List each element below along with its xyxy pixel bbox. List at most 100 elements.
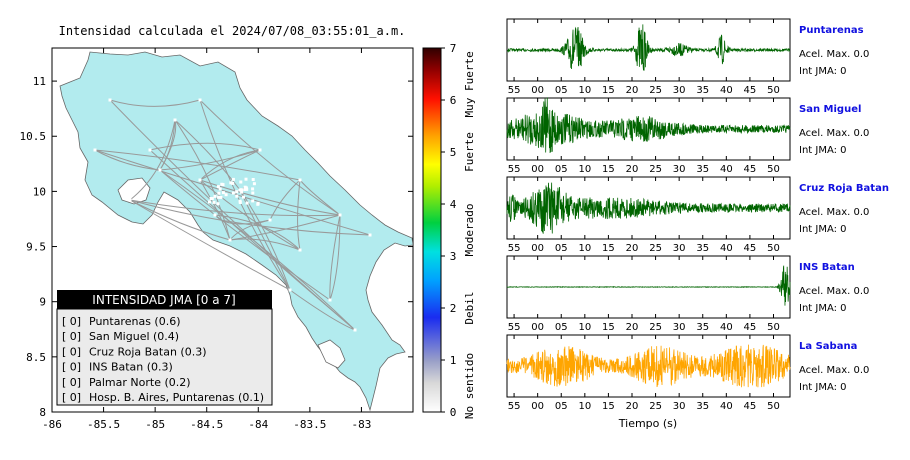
- waveform-tick-label: 50: [767, 401, 780, 412]
- city-marker: [252, 182, 256, 186]
- waveform-tick-label: 45: [744, 164, 757, 175]
- map-x-axis: -86 -85.5 -85 -84.5 -84 -83.5 -83: [42, 48, 371, 431]
- city-marker: [217, 191, 221, 195]
- road: [289, 289, 356, 331]
- map-y-tick-label: 10: [33, 185, 46, 198]
- road: [109, 99, 356, 331]
- time-axis-label: Tiempo (s): [618, 417, 677, 430]
- waveform-tick-label: 35: [696, 243, 709, 254]
- colorbar-tick-label: 1: [450, 354, 457, 367]
- waveform-tick-label: 05: [555, 401, 568, 412]
- colorbar-tick-label: 0: [450, 406, 457, 419]
- waveform-panel: 55 00 05 10 15 20 25 30 35 40 45 50 La Sabana Acel. M…: [506, 334, 869, 412]
- city-marker: [218, 187, 222, 191]
- station-accel: Acel. Max. 0.0: [799, 207, 869, 218]
- station-accel: Acel. Max. 0.0: [799, 49, 869, 60]
- legend-station: Cruz Roja Batan (0.3): [89, 345, 207, 358]
- waveform-tick-label: 35: [696, 401, 709, 412]
- colorbar-tick-label: 4: [450, 198, 457, 211]
- map-y-tick-label: 9.5: [26, 241, 46, 254]
- city-marker: [231, 177, 235, 181]
- waveform-tick-label: 10: [578, 85, 591, 96]
- waveform-tick-label: 40: [720, 164, 733, 175]
- city-marker: [217, 195, 221, 199]
- waveform-tick-label: 45: [744, 85, 757, 96]
- road: [129, 199, 291, 291]
- city-marker: [216, 202, 220, 206]
- city-marker: [224, 193, 228, 197]
- map-y-tick-label: 10.5: [20, 130, 47, 143]
- colorbar-tick-label: 2: [450, 302, 457, 315]
- colorbar-class-label: Fuerte: [463, 132, 476, 172]
- city-marker: [173, 118, 177, 122]
- legend-station: Palmar Norte (0.2): [89, 376, 191, 389]
- city-marker: [240, 190, 244, 194]
- road: [159, 149, 261, 171]
- waveform-tick-label: 40: [720, 322, 733, 333]
- map-panel: -86 -85.5 -85 -84.5 -84 -83.5 -83 11 10.5 10 9.5 9…: [20, 47, 414, 431]
- waveform-tick-label: 10: [578, 164, 591, 175]
- station-intensity: Int JMA: 0: [799, 382, 847, 393]
- city-marker: [240, 188, 243, 192]
- waveform-tick-label: 50: [767, 322, 780, 333]
- waveform-trace: [506, 182, 791, 234]
- osa-peninsula-inlet: [317, 339, 346, 369]
- city-marker: [251, 178, 255, 181]
- waveform-tick-label: 40: [720, 401, 733, 412]
- waveform-tick-label: 00: [531, 401, 544, 412]
- city-marker: [228, 238, 232, 242]
- city-marker: [219, 195, 223, 199]
- station-name: San Miguel: [799, 104, 861, 115]
- intensity-legend: INTENSIDAD JMA [0 a 7] [ 0] Puntarenas (0…: [56, 290, 273, 406]
- city-marker: [213, 213, 217, 217]
- legend-station: Puntarenas (0.6): [89, 315, 181, 328]
- waveform-panel: 55 00 05 10 15 20 25 30 35 40 45 50 INS Batan Acel. M…: [506, 255, 869, 333]
- city-marker: [268, 218, 272, 222]
- city-marker: [244, 177, 248, 181]
- city-marker: [231, 181, 235, 185]
- legend-level: [ 0]: [62, 330, 81, 343]
- city-marker: [235, 190, 239, 194]
- colorbar-labels: No sentido Debil Moderado Fuerte Muy Fuerte: [463, 51, 476, 419]
- waveform-tick-label: 20: [626, 85, 639, 96]
- city-marker: [198, 98, 202, 102]
- waveform-tick-label: 15: [602, 401, 615, 412]
- map-y-tick-label: 8.5: [26, 351, 46, 364]
- figure-title: Intensidad calculada el 2024/07/08_03:55…: [59, 24, 406, 38]
- road: [129, 119, 176, 201]
- map-x-tick-label: -85.5: [87, 418, 120, 431]
- legend-level: [ 0]: [62, 315, 81, 328]
- city-marker: [288, 288, 292, 292]
- station-intensity: Int JMA: 0: [799, 303, 847, 314]
- waveform-tick-label: 55: [508, 322, 521, 333]
- waveform-panel: 55 00 05 10 15 20 25 30 35 40 45 50 Cruz Roja Batan A…: [506, 176, 889, 254]
- waveform-tick-label: 05: [555, 85, 568, 96]
- waveform-tick-label: 45: [744, 243, 757, 254]
- road: [174, 119, 241, 191]
- waveform-panel: 55 00 05 10 15 20 25 30 35 40 45 50 San Miguel Acel. …: [506, 97, 869, 175]
- road: [149, 142, 261, 151]
- waveform-tick-label: 20: [626, 322, 639, 333]
- nicoya-gulf-island: [117, 177, 151, 205]
- legend-station: San Miguel (0.4): [89, 330, 179, 343]
- station-accel: Acel. Max. 0.0: [799, 365, 869, 376]
- colorbar-tick-label: 7: [450, 42, 457, 55]
- colorbar-tick-label: 6: [450, 94, 457, 107]
- station-name: Puntarenas: [799, 25, 864, 36]
- waveform-tick-label: 50: [767, 164, 780, 175]
- colorbar-class-label: Moderado: [463, 204, 476, 257]
- city-marker: [231, 191, 235, 195]
- city-markers: [93, 98, 372, 332]
- road: [94, 149, 301, 181]
- station-intensity: Int JMA: 0: [799, 145, 847, 156]
- city-marker: [298, 248, 302, 252]
- city-marker: [243, 188, 247, 191]
- city-marker: [210, 197, 214, 201]
- waveform-tick-label: 10: [578, 322, 591, 333]
- waveform-tick-label: 55: [508, 243, 521, 254]
- station-accel: Acel. Max. 0.0: [799, 286, 869, 297]
- road: [159, 119, 177, 171]
- waveform-tick-label: 25: [649, 322, 662, 333]
- waveform-tick-label: 25: [649, 164, 662, 175]
- legend-title: INTENSIDAD JMA [0 a 7]: [92, 293, 235, 307]
